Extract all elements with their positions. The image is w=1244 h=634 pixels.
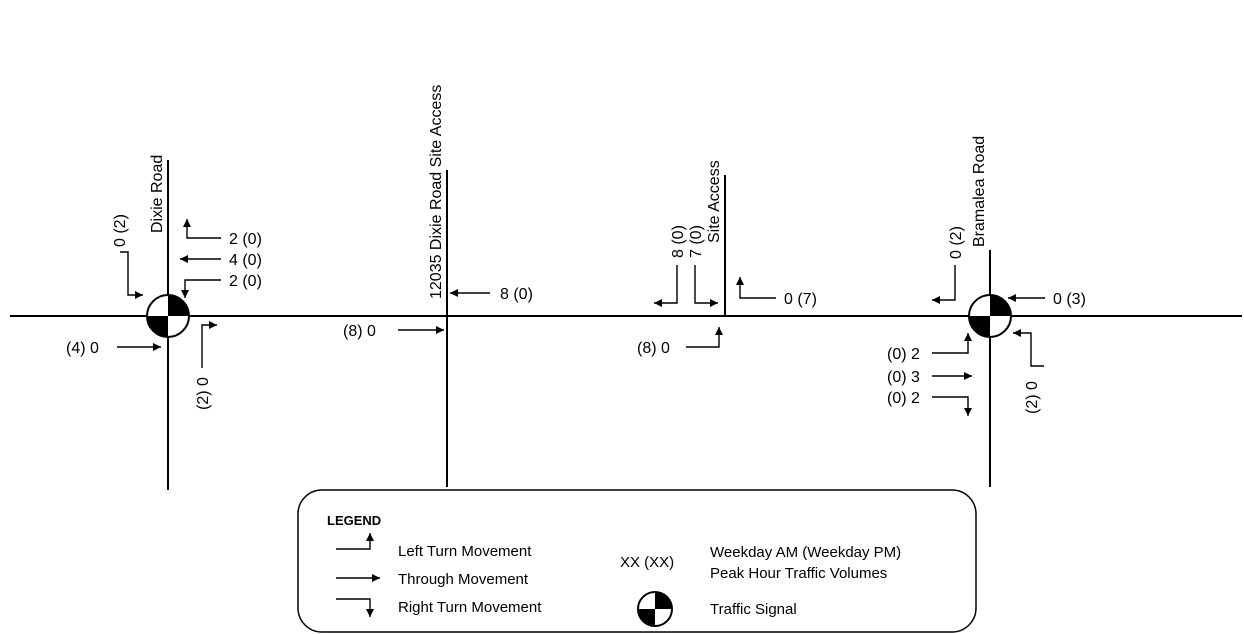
site12035-road-label: 12035 Dixie Road Site Access — [428, 85, 445, 299]
left-turn-arrow-icon — [183, 219, 221, 239]
bramalea-road-label: Bramalea Road — [971, 136, 988, 247]
volume-label: 0 (3) — [1053, 291, 1086, 308]
volume-label: 4 (0) — [229, 252, 262, 269]
right-turn-arrow-icon — [932, 396, 972, 416]
volume-label: (0) 3 — [887, 369, 920, 386]
volume-label: 0 (7) — [784, 291, 817, 308]
traffic-signal-icon — [146, 294, 190, 338]
legend-title: LEGEND — [327, 513, 381, 528]
volume-label: 8 (0) — [500, 286, 533, 303]
volume-label: (0) 2 — [887, 346, 920, 363]
right-turn-arrow-icon — [1013, 329, 1044, 367]
right-turn-arrow-icon — [201, 321, 217, 368]
legend: LEGEND Left Turn Movement Through Moveme… — [297, 489, 977, 633]
left-turn-arrow-icon — [336, 533, 374, 550]
volume-label: (2) 0 — [1024, 381, 1041, 414]
left-turn-arrow-icon — [694, 265, 718, 307]
volume-label: (2) 0 — [195, 377, 212, 410]
volume-label: (8) 0 — [637, 340, 670, 357]
legend-box — [297, 489, 977, 633]
legend-right-turn-label: Right Turn Movement — [398, 599, 542, 616]
right-turn-arrow-icon — [336, 598, 374, 617]
right-turn-arrow-icon — [932, 265, 956, 304]
legend-left-turn-label: Left Turn Movement — [398, 543, 532, 560]
volume-label: 0 (2) — [112, 214, 129, 247]
volume-label: (8) 0 — [343, 323, 376, 340]
legend-xx-label: XX (XX) — [620, 554, 674, 571]
legend-peak-line2: Peak Hour Traffic Volumes — [710, 565, 887, 582]
legend-through-label: Through Movement — [398, 571, 529, 588]
roads — [10, 160, 1242, 490]
volume-label: (0) 2 — [887, 390, 920, 407]
traffic-signal-icon — [637, 591, 673, 627]
left-turn-arrow-icon — [686, 327, 723, 348]
right-turn-arrow-icon — [181, 279, 221, 298]
traffic-signal-icon — [968, 294, 1012, 338]
volume-label: 7 (0) — [688, 225, 705, 258]
volume-label: 0 (2) — [948, 226, 965, 259]
dixie-road-label: Dixie Road — [149, 155, 166, 233]
legend-peak-line1: Weekday AM (Weekday PM) — [710, 544, 901, 561]
volume-label: 2 (0) — [229, 273, 262, 290]
left-turn-arrow-icon — [932, 333, 972, 354]
volume-label: (4) 0 — [66, 340, 99, 357]
site-access-road-label: Site Access — [706, 160, 723, 243]
left-turn-arrow-icon — [736, 277, 776, 299]
volume-label: 2 (0) — [229, 231, 262, 248]
legend-signal-label: Traffic Signal — [710, 601, 797, 618]
right-turn-arrow-icon — [654, 265, 678, 307]
right-turn-arrow-icon — [120, 251, 143, 299]
volume-label: 8 (0) — [670, 225, 687, 258]
